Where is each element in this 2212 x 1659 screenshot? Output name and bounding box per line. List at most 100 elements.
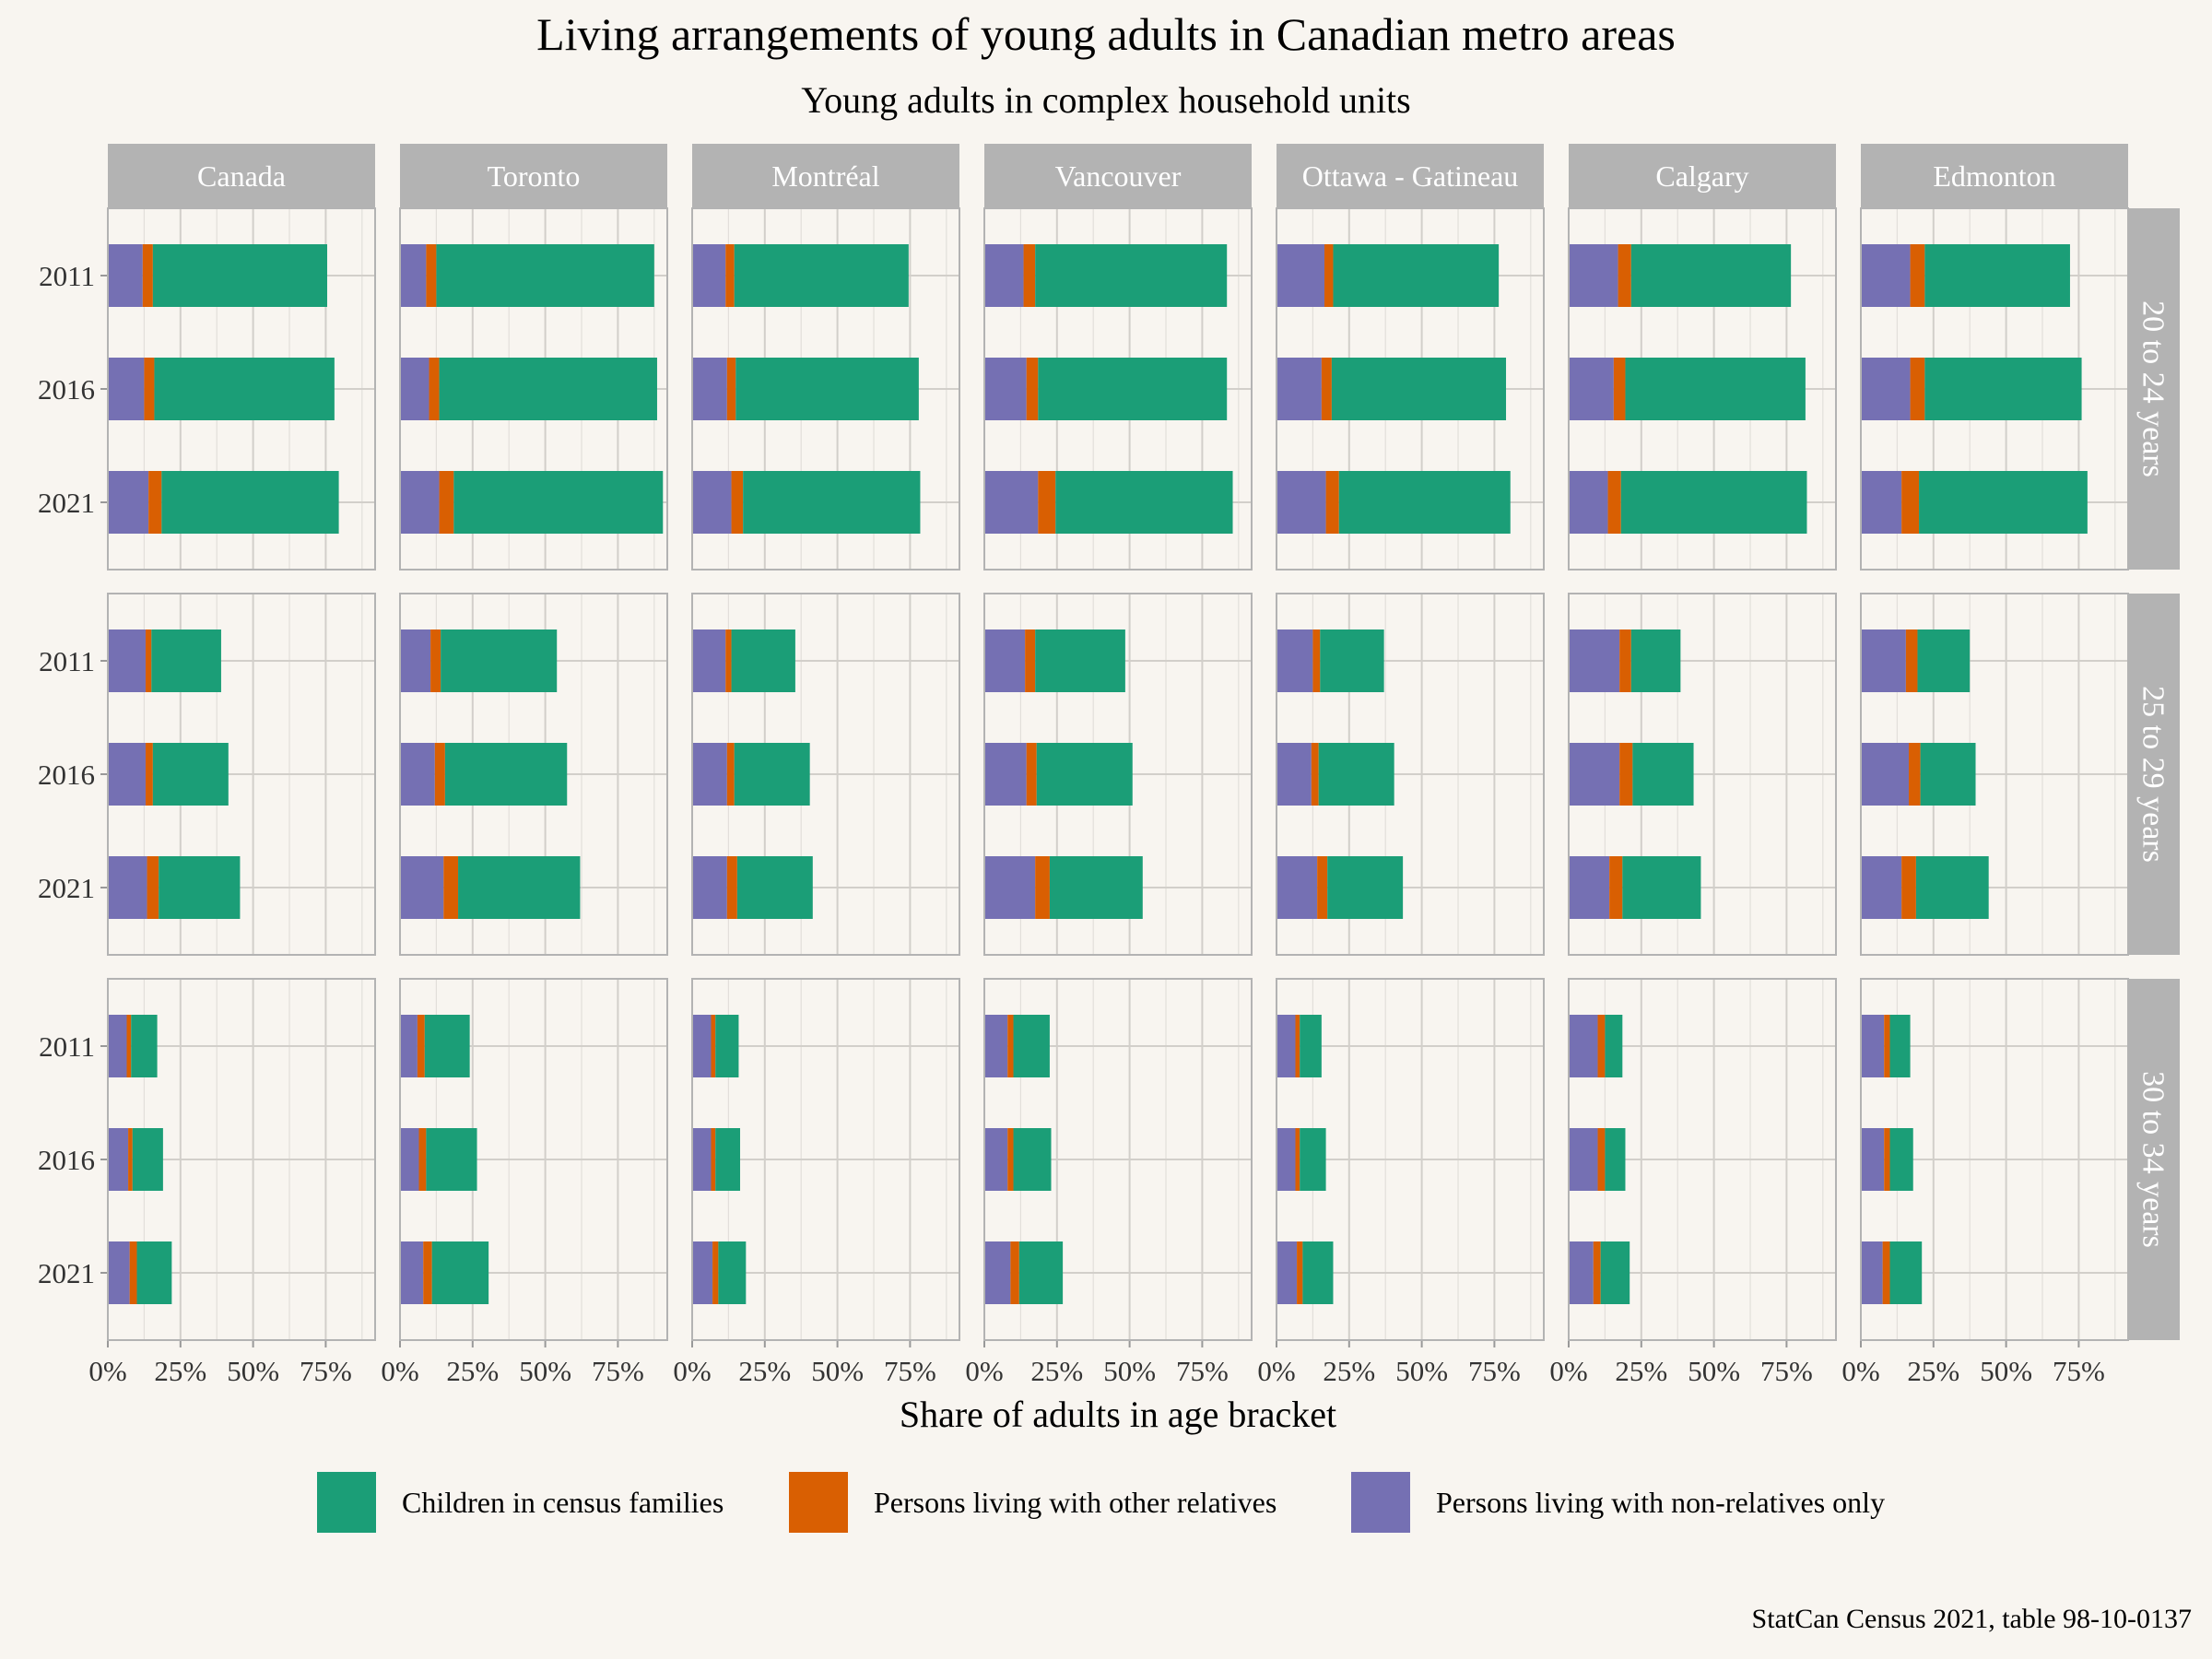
row-strip-label-30-to-34-years: 30 to 34 years	[2136, 1071, 2171, 1248]
bar-persons-living-with-other-relatives-2011	[142, 244, 153, 307]
panel-edmonton-25-to-29-years	[1860, 593, 2129, 956]
bar-children-in-census-families-2021	[1622, 856, 1701, 919]
bar-persons-living-with-non-relatives-only-2021	[400, 1241, 424, 1304]
y-tick-label: 2021	[38, 872, 95, 904]
bar-persons-living-with-other-relatives-2021	[1038, 471, 1056, 534]
facet-strip-label-toronto: Toronto	[488, 159, 581, 193]
x-tick-label: 75%	[2053, 1355, 2105, 1387]
bar-persons-living-with-other-relatives-2011	[1295, 1015, 1300, 1077]
bar-children-in-census-families-2016	[1605, 1128, 1626, 1191]
x-tick-label: 25%	[154, 1355, 206, 1387]
bar-persons-living-with-non-relatives-only-2016	[1861, 358, 1911, 420]
bar-persons-living-with-non-relatives-only-2021	[984, 1241, 1011, 1304]
bar-children-in-census-families-2016	[1036, 743, 1133, 806]
panel-border	[691, 978, 960, 1341]
bar-persons-living-with-other-relatives-2021	[1297, 1241, 1303, 1304]
bar-persons-living-with-non-relatives-only-2021	[984, 856, 1036, 919]
bar-persons-living-with-non-relatives-only-2021	[1277, 856, 1318, 919]
facet-strip-label-montreal: Montréal	[771, 159, 879, 193]
bar-children-in-census-families-2011	[151, 629, 221, 692]
bar-persons-living-with-other-relatives-2011	[725, 629, 732, 692]
bar-persons-living-with-non-relatives-only-2011	[1861, 244, 1911, 307]
bar-persons-living-with-non-relatives-only-2011	[1277, 629, 1313, 692]
legend-label-persons-living-with-other-relatives: Persons living with other relatives	[874, 1486, 1277, 1519]
bar-persons-living-with-other-relatives-2016	[1026, 743, 1037, 806]
bar-persons-living-with-other-relatives-2021	[1317, 856, 1328, 919]
bar-children-in-census-families-2021	[1889, 1241, 1923, 1304]
bar-persons-living-with-other-relatives-2011	[1910, 244, 1925, 307]
bar-children-in-census-families-2011	[152, 244, 327, 307]
panel-border	[399, 593, 668, 956]
bar-persons-living-with-non-relatives-only-2016	[1277, 1128, 1296, 1191]
bar-persons-living-with-other-relatives-2021	[1607, 471, 1621, 534]
x-tick-label: 0%	[1841, 1355, 1879, 1387]
bar-persons-living-with-other-relatives-2021	[1035, 856, 1050, 919]
x-tick-label: 25%	[738, 1355, 791, 1387]
bar-persons-living-with-other-relatives-2016	[726, 358, 736, 420]
bar-persons-living-with-non-relatives-only-2021	[400, 856, 444, 919]
bar-children-in-census-families-2021	[1055, 471, 1233, 534]
bar-persons-living-with-other-relatives-2011	[1905, 629, 1918, 692]
bar-persons-living-with-non-relatives-only-2021	[1277, 471, 1326, 534]
bar-persons-living-with-other-relatives-2021	[147, 856, 159, 919]
bar-persons-living-with-other-relatives-2011	[417, 1015, 425, 1077]
y-tick-label: 2016	[38, 759, 95, 791]
bar-persons-living-with-other-relatives-2016	[1295, 1128, 1300, 1191]
bar-children-in-census-families-2011	[436, 244, 654, 307]
bar-persons-living-with-non-relatives-only-2011	[400, 629, 431, 692]
bar-children-in-census-families-2016	[426, 1128, 477, 1191]
panel-montreal-20-to-24-years	[691, 207, 960, 571]
bar-children-in-census-families-2011	[1333, 244, 1500, 307]
bar-children-in-census-families-2011	[1917, 629, 1971, 692]
legend: Children in census families Persons livin…	[317, 1472, 1885, 1533]
x-tick-label: 50%	[1980, 1355, 2032, 1387]
x-tick-label: 25%	[1030, 1355, 1083, 1387]
bar-persons-living-with-non-relatives-only-2021	[692, 471, 732, 534]
bar-children-in-census-families-2011	[1013, 1015, 1050, 1077]
x-tick-label: 50%	[1688, 1355, 1740, 1387]
panel-border	[399, 978, 668, 1341]
legend-swatch-persons-living-with-non-relatives-only	[1351, 1472, 1410, 1533]
panel-border	[983, 978, 1253, 1341]
bar-persons-living-with-non-relatives-only-2021	[1277, 1241, 1298, 1304]
bar-persons-living-with-other-relatives-2016	[1619, 743, 1633, 806]
bar-persons-living-with-non-relatives-only-2011	[1569, 1015, 1598, 1077]
bar-children-in-census-families-2011	[734, 244, 909, 307]
facet-strip-calgary	[1569, 144, 1836, 208]
bar-persons-living-with-non-relatives-only-2016	[1277, 743, 1312, 806]
bar-children-in-census-families-2021	[1327, 856, 1404, 919]
y-tick-label: 2021	[38, 1257, 95, 1289]
bar-persons-living-with-other-relatives-2011	[1023, 244, 1036, 307]
x-tick-label: 0%	[1257, 1355, 1295, 1387]
bar-children-in-census-families-2011	[1320, 629, 1384, 692]
row-strip-20-to-24-years	[2129, 208, 2180, 570]
bar-children-in-census-families-2011	[1300, 1015, 1322, 1077]
panel-montreal-25-to-29-years	[691, 593, 960, 956]
bar-persons-living-with-non-relatives-only-2011	[984, 629, 1026, 692]
x-tick-label: 75%	[1176, 1355, 1229, 1387]
bar-children-in-census-families-2021	[161, 471, 339, 534]
bar-persons-living-with-non-relatives-only-2011	[108, 629, 146, 692]
bar-persons-living-with-non-relatives-only-2016	[1861, 1128, 1885, 1191]
bar-persons-living-with-non-relatives-only-2016	[400, 743, 435, 806]
bar-persons-living-with-other-relatives-2011	[1324, 244, 1334, 307]
bar-children-in-census-families-2016	[1924, 358, 2082, 420]
bar-persons-living-with-other-relatives-2021	[129, 1241, 137, 1304]
bar-persons-living-with-non-relatives-only-2011	[1861, 1015, 1885, 1077]
panel-canada-25-to-29-years	[107, 593, 376, 956]
y-tick-label: 2016	[38, 1144, 95, 1176]
panel-canada-20-to-24-years	[107, 207, 376, 571]
bar-persons-living-with-other-relatives-2011	[126, 1015, 132, 1077]
bar-persons-living-with-non-relatives-only-2016	[984, 358, 1027, 420]
panel-border	[1276, 978, 1545, 1341]
facet-strip-vancouver	[984, 144, 1252, 208]
bar-persons-living-with-other-relatives-2016	[144, 358, 155, 420]
legend-label-children-in-census-families: Children in census families	[402, 1486, 724, 1519]
bar-persons-living-with-non-relatives-only-2021	[400, 471, 440, 534]
bar-persons-living-with-non-relatives-only-2016	[1569, 1128, 1598, 1191]
bar-children-in-census-families-2011	[731, 629, 795, 692]
x-tick-label: 50%	[1103, 1355, 1156, 1387]
bar-children-in-census-families-2011	[1924, 244, 2070, 307]
bar-persons-living-with-non-relatives-only-2011	[1569, 244, 1618, 307]
